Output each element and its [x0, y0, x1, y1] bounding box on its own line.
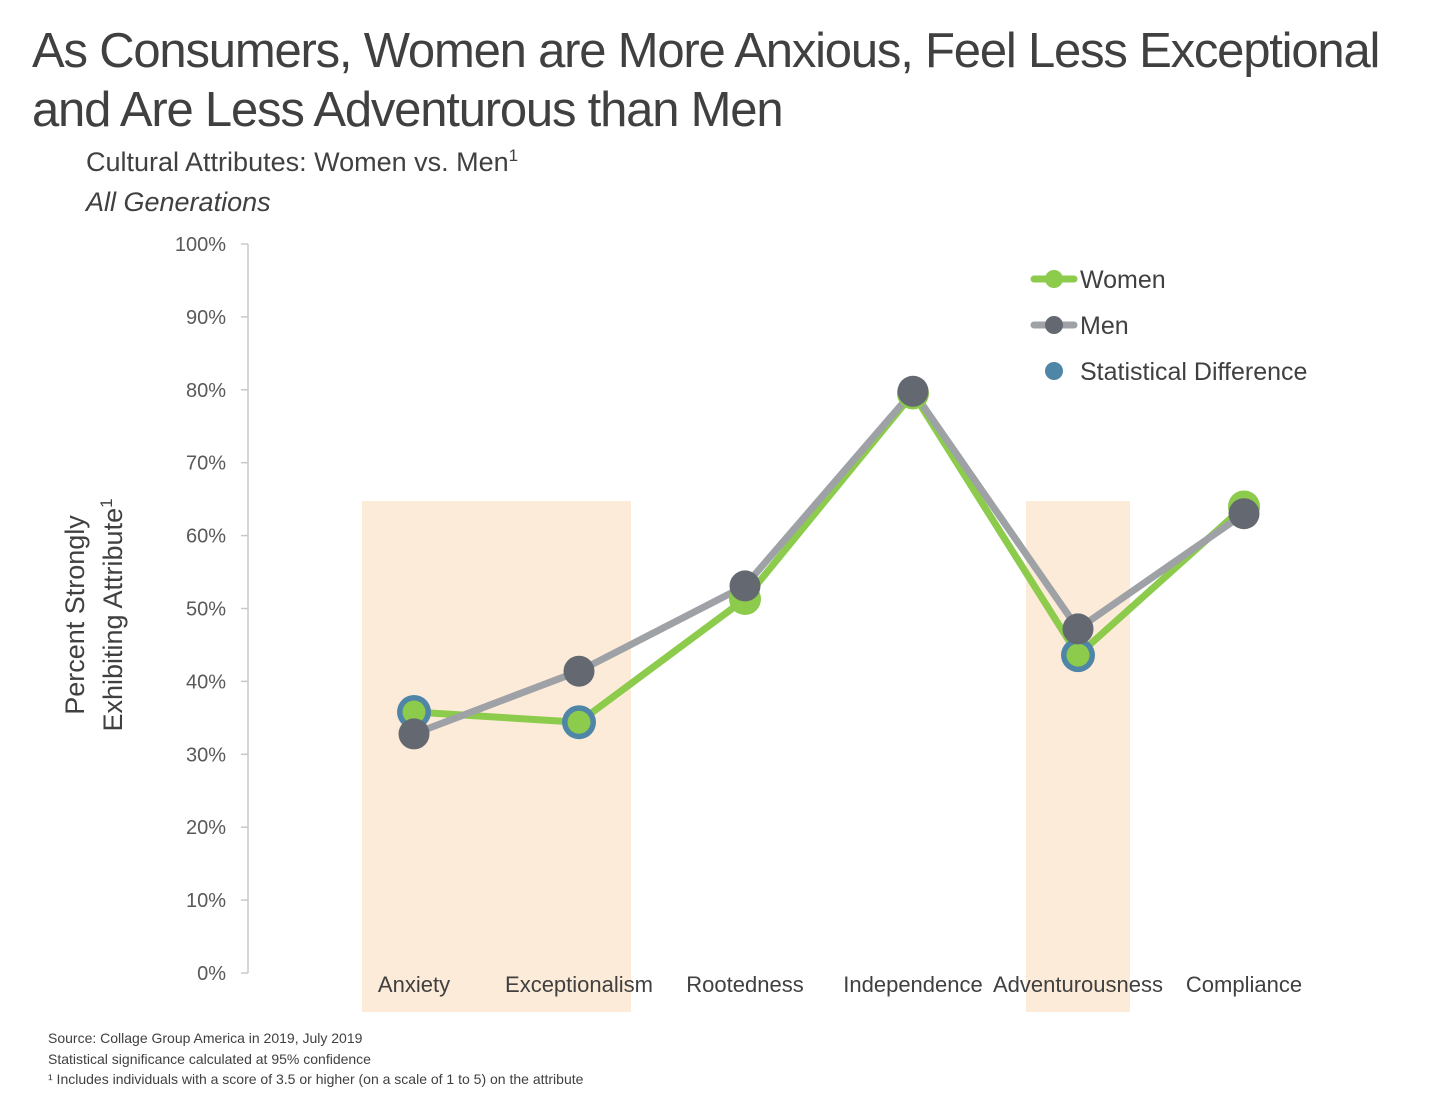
x-category-label-anxiety: Anxiety	[378, 972, 450, 997]
title-line-2: and Are Less Adventurous than Men	[32, 83, 784, 137]
series-line-women	[410, 389, 1248, 726]
legend-statistical-difference: Statistical Difference	[1045, 358, 1307, 386]
legend-men-label: Men	[1080, 312, 1129, 340]
legend-men-swatch-marker	[1045, 316, 1063, 334]
y-tick-label-10: 10%	[186, 890, 226, 912]
men-point-anxiety	[398, 718, 430, 750]
highlight-band-0	[362, 501, 631, 1012]
y-tick-label-0: 0%	[197, 963, 226, 985]
women-point-exceptionalism	[567, 710, 591, 734]
men-point-rootedness	[729, 570, 761, 602]
x-category-label-rootedness: Rootedness	[686, 972, 803, 997]
y-tick-label-100: 100%	[175, 234, 226, 256]
chart-subtitle-footnote-mark: 1	[508, 146, 519, 165]
legend-women-swatch-marker	[1045, 270, 1063, 288]
chart-subtitle-generations: All Generations	[86, 187, 271, 217]
footnotes: Source: Collage Group America in 2019, J…	[48, 1028, 583, 1090]
y-axis-label-text: Exhibiting Attribute	[98, 508, 128, 732]
y-axis-label: Percent Strongly Exhibiting Attribute1	[60, 498, 128, 731]
legend: Women Men Statistical Difference	[1030, 266, 1307, 386]
men-point-exceptionalism	[563, 655, 595, 687]
y-tick-label-20: 20%	[186, 817, 226, 839]
men-point-compliance	[1228, 498, 1260, 530]
men-point-independence	[897, 375, 929, 407]
x-category-label-independence: Independence	[843, 972, 982, 997]
legend-statistical-difference-label: Statistical Difference	[1080, 358, 1307, 386]
y-tick-label-30: 30%	[186, 744, 226, 766]
highlight-band-1	[1026, 501, 1130, 1012]
x-category-label-adventurousness: Adventurousness	[993, 972, 1163, 997]
men-point-adventurousness	[1062, 613, 1094, 645]
women-point-adventurousness	[1066, 643, 1090, 667]
legend-women: Women	[1030, 266, 1166, 294]
legend-women-label: Women	[1080, 266, 1166, 294]
footnote-significance: Statistical significance calculated at 9…	[48, 1050, 371, 1067]
y-tick-label-80: 80%	[186, 380, 226, 402]
y-tick-label-70: 70%	[186, 453, 226, 475]
legend-men: Men	[1030, 312, 1129, 340]
y-axis-label-footnote-mark: 1	[97, 498, 116, 507]
chart-subtitle-text: Cultural Attributes: Women vs. Men	[86, 147, 509, 177]
y-axis-label-line-2: Exhibiting Attribute1	[97, 498, 128, 731]
y-tick-label-60: 60%	[186, 526, 226, 548]
x-category-label-exceptionalism: Exceptionalism	[505, 972, 653, 997]
legend-statistical-difference-swatch-marker	[1045, 362, 1063, 380]
footnote-definition: ¹ Includes individuals with a score of 3…	[48, 1071, 584, 1087]
y-tick-label-50: 50%	[186, 599, 226, 621]
women-point-anxiety	[402, 700, 426, 724]
title-line-1: As Consumers, Women are More Anxious, Fe…	[32, 24, 1380, 78]
series-line-men	[410, 387, 1248, 738]
chart-subtitle: Cultural Attributes: Women vs. Men1	[86, 146, 518, 178]
y-tick-label-40: 40%	[186, 671, 226, 693]
y-tick-label-90: 90%	[186, 307, 226, 329]
y-axis-label-line-1: Percent Strongly	[60, 515, 90, 715]
x-category-label-compliance: Compliance	[1186, 972, 1302, 997]
page-title: As Consumers, Women are More Anxious, Fe…	[32, 22, 1432, 140]
footnote-source: Source: Collage Group America in 2019, J…	[48, 1030, 363, 1046]
